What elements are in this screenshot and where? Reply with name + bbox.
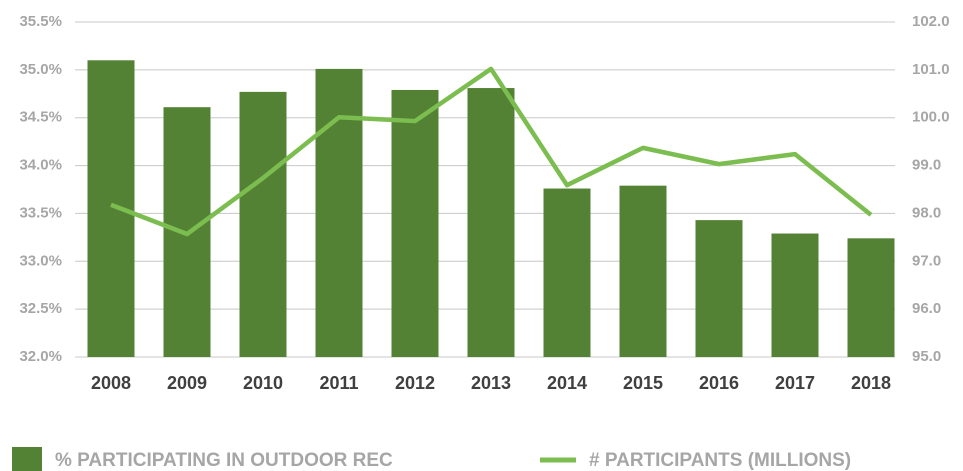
- y-tick-label: 32.5%: [19, 300, 62, 317]
- y-tick-label: 35.5%: [19, 13, 62, 30]
- y2-tick-label: 100.0: [912, 109, 950, 126]
- y2-tick-label: 101.0: [912, 61, 950, 78]
- bar: [467, 88, 515, 358]
- bar: [315, 68, 363, 358]
- x-tick-label: 2009: [167, 373, 207, 393]
- bar: [543, 188, 591, 357]
- y2-tick-label: 95.0: [912, 348, 941, 365]
- bar: [391, 89, 439, 357]
- bar: [847, 238, 895, 357]
- x-tick-label: 2015: [623, 373, 663, 393]
- x-tick-label: 2013: [471, 373, 511, 393]
- legend-label: # PARTICIPANTS (MILLIONS): [589, 450, 851, 471]
- line: [110, 66, 873, 237]
- y2-tick-label: 96.0: [912, 300, 941, 317]
- x-tick-label: 2014: [547, 373, 587, 393]
- x-tick-label: 2012: [395, 373, 435, 393]
- y-tick-label: 33.5%: [19, 204, 62, 221]
- y-tick-label: 34.5%: [19, 109, 62, 126]
- x-tick-label: 2017: [775, 373, 815, 393]
- x-tick-label: 2016: [699, 373, 739, 393]
- legend-label: % PARTICIPATING IN OUTDOOR REC: [55, 450, 393, 471]
- y2-tick-label: 99.0: [912, 157, 941, 174]
- y-tick-label: 33.0%: [19, 252, 62, 269]
- x-tick-label: 2008: [91, 373, 131, 393]
- bar: [695, 220, 743, 357]
- y2-tick-label: 102.0: [912, 13, 950, 30]
- bar: [87, 60, 135, 358]
- x-tick-label: 2010: [243, 373, 283, 393]
- bar: [771, 233, 819, 357]
- x-tick-label: 2011: [319, 373, 358, 393]
- y2-tick-label: 98.0: [912, 204, 941, 221]
- x-tick-label: 2018: [851, 373, 891, 393]
- y-tick-label: 32.0%: [19, 348, 62, 365]
- y-tick-label: 34.0%: [19, 157, 62, 174]
- y2-tick-label: 97.0: [912, 252, 941, 269]
- y-tick-label: 35.0%: [19, 61, 62, 78]
- bar: [619, 185, 667, 357]
- legend-swatch: [12, 447, 42, 471]
- bar: [239, 91, 287, 357]
